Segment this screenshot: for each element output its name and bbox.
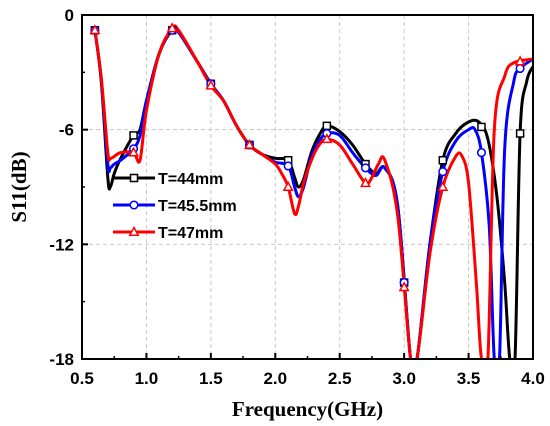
- x-tick-label: 1.5: [199, 369, 223, 388]
- series-markers: [89, 22, 526, 292]
- series-marker-3: [205, 79, 217, 90]
- series-marker-3: [166, 22, 178, 33]
- legend: T=44mm T=45.5mm T=47mm: [113, 171, 237, 242]
- x-tick-label: 4.0: [521, 369, 545, 388]
- x-tick-label: 2.5: [328, 369, 352, 388]
- x-tick-label: 0.5: [70, 369, 94, 388]
- legend-label-1: T=44mm: [158, 171, 223, 188]
- series-marker-2: [515, 63, 525, 74]
- series-marker-1: [438, 155, 448, 165]
- series-marker-1: [322, 121, 332, 131]
- legend-label-2: T=45.5mm: [158, 198, 237, 215]
- axis-ticks: 0.5 1.0 1.5 2.0 2.5 3.0 3.5 4.0 -18 -12 -6 0: [49, 6, 544, 388]
- grid-lines: [81, 14, 534, 360]
- x-tick-label: 1.0: [135, 369, 159, 388]
- legend-label-3: T=47mm: [158, 225, 223, 242]
- series-marker-1: [515, 129, 525, 138]
- legend-marker-3: [128, 225, 140, 236]
- legend-marker-2: [129, 200, 139, 210]
- x-tick-label: 3.5: [457, 369, 481, 388]
- series-marker-3: [89, 24, 101, 35]
- y-tick-label: -18: [49, 350, 74, 369]
- y-tick-label: -12: [49, 235, 74, 254]
- y-tick-label: 0: [65, 6, 74, 25]
- x-tick-label: 3.0: [392, 369, 416, 388]
- series-marker-3: [398, 281, 410, 292]
- series-marker-3: [244, 138, 255, 149]
- series-marker-2: [476, 148, 487, 158]
- plot-frame: [81, 14, 534, 360]
- series-marker-3: [437, 180, 449, 191]
- series-marker-1: [477, 122, 486, 132]
- series-marker-1: [129, 131, 138, 140]
- series-marker-3: [514, 55, 526, 66]
- series-marker-3: [321, 133, 333, 144]
- series-marker-3: [282, 180, 294, 191]
- series-marker-2: [283, 161, 293, 171]
- series-line-2: [93, 26, 533, 359]
- legend-marker-1: [129, 173, 139, 183]
- series-marker-2: [438, 167, 448, 177]
- series-marker-3: [128, 146, 140, 157]
- series-marker-3: [360, 177, 371, 188]
- y-axis-title: S11(dB): [7, 151, 31, 222]
- x-axis-title: Frequency(GHz): [232, 397, 383, 421]
- series-line-3: [93, 24, 533, 359]
- y-tick-label: -6: [59, 121, 74, 140]
- series-marker-2: [360, 163, 371, 173]
- x-tick-label: 2.0: [263, 369, 287, 388]
- series-lines: [93, 24, 533, 359]
